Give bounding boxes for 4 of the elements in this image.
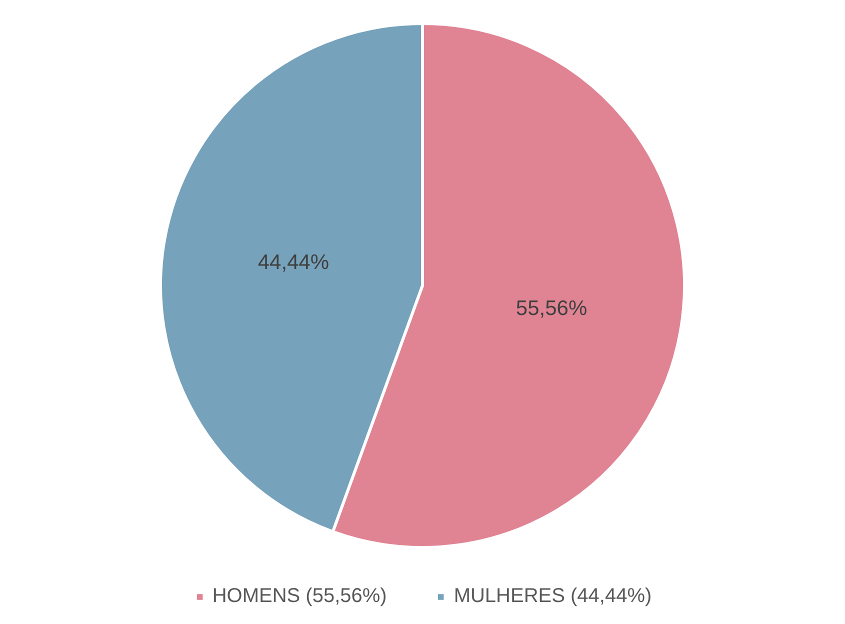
legend-label: HOMENS (55,56%) bbox=[212, 585, 387, 608]
data-label: 55,56% bbox=[516, 296, 588, 320]
legend-label: MULHERES (44,44%) bbox=[454, 585, 652, 608]
data-label: 44,44% bbox=[258, 251, 330, 274]
